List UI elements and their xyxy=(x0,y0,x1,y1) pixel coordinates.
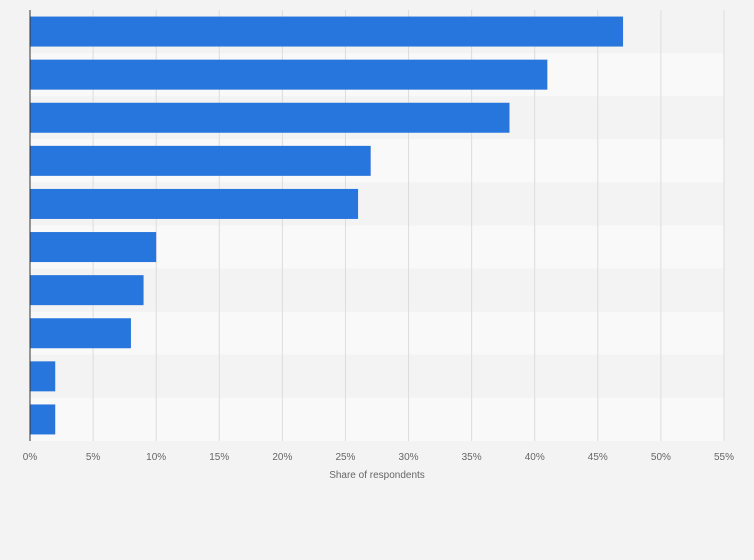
x-tick-label: 50% xyxy=(651,452,671,463)
x-tick-label: 55% xyxy=(714,452,734,463)
bar[interactable] xyxy=(30,404,56,435)
x-tick-label: 5% xyxy=(86,452,101,463)
x-tick-label: 30% xyxy=(399,452,419,463)
x-tick-label: 45% xyxy=(588,452,608,463)
bar[interactable] xyxy=(30,361,56,392)
bar[interactable] xyxy=(30,59,548,90)
x-tick-label: 10% xyxy=(146,452,166,463)
bars xyxy=(30,16,624,435)
x-axis-title: Share of respondents xyxy=(329,470,425,481)
x-tick-label: 0% xyxy=(23,452,38,463)
x-tick-label: 40% xyxy=(525,452,545,463)
row-band xyxy=(30,397,724,441)
x-tick-label: 20% xyxy=(272,452,292,463)
row-band xyxy=(30,268,724,312)
x-tick-label: 25% xyxy=(335,452,355,463)
bar[interactable] xyxy=(30,145,371,176)
x-tick-labels: 0% 5% 10% 15% 20% 25% 30% 35% 40% 45% 50% 55% xyxy=(23,452,734,463)
bar[interactable] xyxy=(30,318,131,349)
bar[interactable] xyxy=(30,102,510,133)
bar[interactable] xyxy=(30,232,157,263)
bar[interactable] xyxy=(30,188,359,219)
x-tick-label: 35% xyxy=(462,452,482,463)
x-tick-label: 15% xyxy=(209,452,229,463)
bar[interactable] xyxy=(30,16,624,47)
row-band xyxy=(30,354,724,398)
bar[interactable] xyxy=(30,275,144,306)
row-band xyxy=(30,311,724,355)
